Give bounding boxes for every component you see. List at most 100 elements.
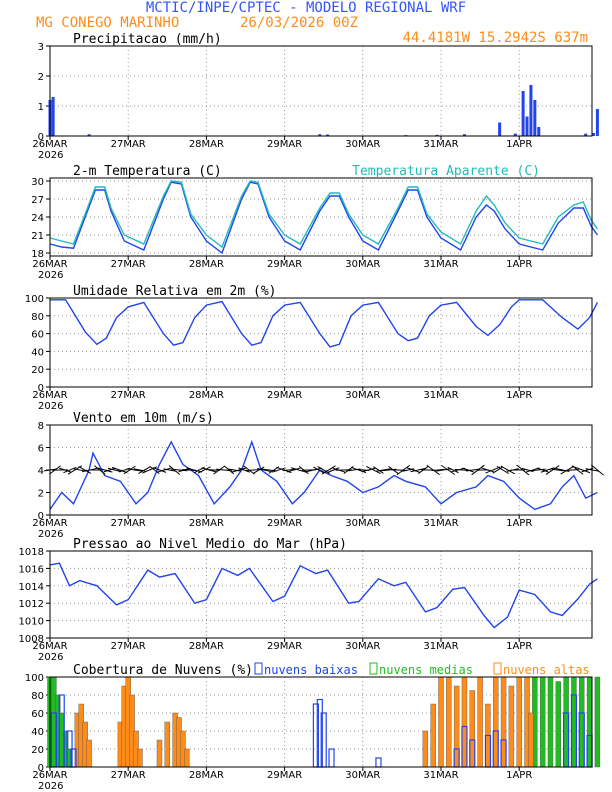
- wind-vector: [396, 464, 411, 476]
- cloud-bar-nuvens-altas: [508, 685, 515, 768]
- wind-vector: [327, 467, 340, 473]
- y-tick-label: 1018: [19, 547, 44, 558]
- wind-vector: [227, 468, 242, 472]
- y-tick-label: 0: [38, 763, 44, 774]
- precip-bar: [513, 133, 517, 136]
- wind-vector: [536, 467, 549, 473]
- wind-vector: [96, 467, 113, 473]
- y-tick-label: 27: [31, 195, 44, 206]
- precip-bar: [521, 91, 525, 136]
- x-tick-label: 26MAR: [32, 139, 67, 150]
- x-tick-label: 27MAR: [111, 390, 146, 401]
- precip-bar: [584, 133, 588, 136]
- wind-vector: [551, 468, 564, 472]
- wind-vector: [432, 468, 445, 472]
- wind-vector: [272, 467, 286, 473]
- wind-vector: [260, 468, 277, 472]
- legend-label: nuvens altas: [503, 663, 590, 677]
- y-tick-label: 0: [38, 511, 44, 522]
- y-tick-label: 1016: [19, 564, 44, 575]
- station-name: MG CONEGO MARINHO: [36, 15, 179, 31]
- wind-vector: [163, 468, 176, 472]
- wind-vector: [171, 468, 188, 472]
- precip-bar: [326, 134, 330, 136]
- cloud-bar-nuvens-altas: [156, 739, 163, 768]
- x-tick-label: 30MAR: [345, 390, 380, 401]
- y-tick-label: 0: [38, 383, 44, 394]
- wind-vector: [94, 465, 106, 475]
- wind-vector: [481, 467, 495, 473]
- cloud-bar-nuvens-baixas: [375, 757, 382, 768]
- y-tick-label: 1: [38, 102, 44, 113]
- x-year-label: 2026: [38, 401, 63, 412]
- x-tick-label: 30MAR: [345, 641, 380, 652]
- wind-vector: [321, 465, 336, 475]
- cloud-bar-nuvens-medias: [594, 676, 601, 768]
- wind-vector: [253, 466, 265, 474]
- cloud-bar-nuvens-altas: [453, 685, 460, 768]
- panel-frame: [49, 550, 593, 639]
- wind-vector: [529, 468, 546, 472]
- cloud-bar-nuvens-medias: [571, 676, 577, 768]
- panel-frame: [49, 297, 593, 388]
- x-tick-label: 29MAR: [267, 139, 302, 150]
- x-tick-label: 30MAR: [345, 770, 380, 781]
- y-tick-label: 6: [38, 444, 44, 455]
- wind-vector: [313, 466, 325, 474]
- wind-vector: [138, 465, 151, 475]
- cloud-bar-nuvens-altas: [422, 730, 429, 768]
- y-tick-label: 0: [38, 132, 44, 143]
- wind-vector: [361, 467, 376, 473]
- wind-vector: [103, 467, 116, 473]
- panel-5: 1008 1010 1012 1014 1016 1018 26MAR 27MAR 28MAR 2…: [19, 537, 598, 663]
- wind-vector: [287, 467, 301, 473]
- cloud-bar-nuvens-altas: [86, 739, 92, 768]
- wind-vector: [441, 465, 456, 475]
- wind-vector: [465, 468, 480, 472]
- x-tick-label: 1APR: [506, 390, 532, 401]
- wind-vector: [555, 467, 570, 473]
- x-tick-label: 28MAR: [189, 259, 224, 270]
- y-tick-label: 40: [31, 347, 44, 358]
- wind-vector: [238, 467, 250, 473]
- x-tick-label: 30MAR: [345, 139, 380, 150]
- panel-frame: [49, 424, 593, 516]
- cloud-bar-nuvens-medias: [586, 676, 593, 768]
- y-tick-label: 2: [38, 72, 44, 83]
- cloud-bar-nuvens-altas: [500, 676, 507, 768]
- wind-vector: [111, 466, 128, 474]
- x-year-label: 2026: [38, 652, 63, 663]
- y-tick-label: 60: [31, 709, 44, 720]
- x-tick-label: 1APR: [506, 518, 532, 529]
- series-line-1: [49, 562, 598, 629]
- x-tick-label: 31MAR: [423, 641, 458, 652]
- cloud-bar-nuvens-altas: [446, 676, 452, 768]
- x-year-label: 2026: [38, 270, 63, 281]
- wind-vector: [516, 464, 530, 476]
- panel-2: 18 21 24 27 30 26MAR 27MAR 28MAR 29MAR 30MAR 31MAR…: [31, 164, 598, 281]
- cloud-bar-nuvens-altas: [493, 676, 499, 768]
- precip-bar: [525, 116, 529, 136]
- cloud-bar-nuvens-altas: [164, 721, 171, 768]
- x-tick-label: 29MAR: [267, 259, 302, 270]
- wind-vector: [126, 468, 143, 472]
- wind-vector: [571, 465, 584, 475]
- wind-vector: [73, 468, 86, 472]
- x-tick-label: 27MAR: [111, 139, 146, 150]
- y-tick-label: 100: [25, 673, 44, 684]
- cloud-bar-nuvens-altas: [438, 676, 444, 768]
- y-tick-label: 1014: [19, 582, 44, 593]
- wind-vector: [525, 467, 540, 473]
- wind-vector: [78, 466, 92, 474]
- wind-vector: [231, 467, 247, 473]
- figure-title: MCTIC/INPE/CPTEC - MODELO REGIONAL WRF: [146, 0, 466, 16]
- wind-vector: [590, 464, 604, 476]
- wind-vector: [540, 467, 555, 473]
- series-line-2: [49, 180, 598, 249]
- y-tick-label: 24: [31, 213, 44, 224]
- panel-3: 0 20 40 60 80 100 26MAR 27MAR 28MAR 29MAR 30MAR 31M…: [25, 284, 599, 412]
- x-year-label: 2026: [38, 781, 63, 792]
- y-tick-label: 3: [38, 42, 44, 53]
- panel-title: Vento em 10m (m/s): [73, 411, 214, 426]
- x-tick-label: 29MAR: [267, 390, 302, 401]
